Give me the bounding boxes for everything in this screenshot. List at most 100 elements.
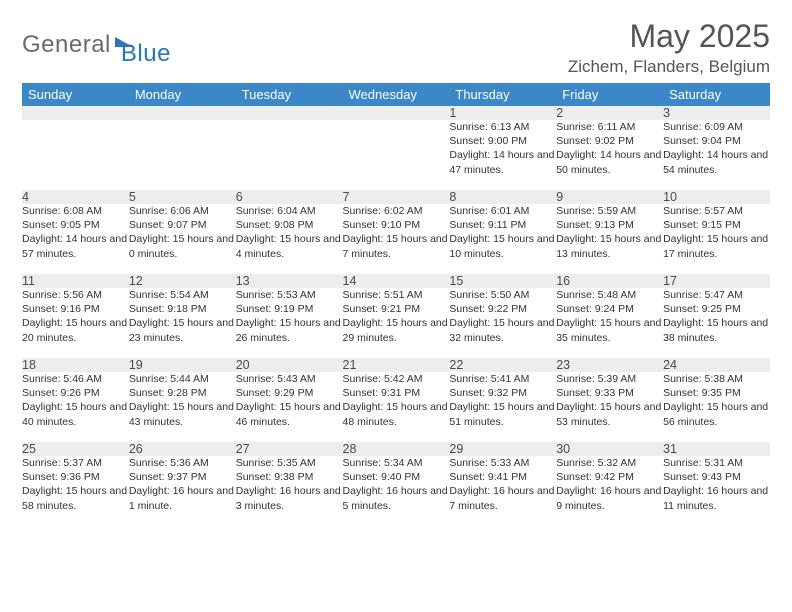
sunrise-line: Sunrise: 5:41 AM: [449, 373, 529, 385]
day-detail-cell: Sunrise: 5:47 AMSunset: 9:25 PMDaylight:…: [663, 288, 770, 358]
day-header: Sunday: [22, 83, 129, 106]
sunset-line: Sunset: 9:08 PM: [236, 219, 314, 231]
daylight-line: Daylight: 16 hours and 9 minutes.: [556, 485, 661, 511]
day-detail-row: Sunrise: 6:08 AMSunset: 9:05 PMDaylight:…: [22, 204, 770, 274]
day-number-cell: 23: [556, 358, 663, 372]
day-number-cell: 24: [663, 358, 770, 372]
sunset-line: Sunset: 9:28 PM: [129, 387, 207, 399]
day-header: Saturday: [663, 83, 770, 106]
location-label: Zichem, Flanders, Belgium: [568, 57, 770, 77]
day-number-cell: 17: [663, 274, 770, 288]
day-number-cell: 31: [663, 442, 770, 456]
sunset-line: Sunset: 9:02 PM: [556, 135, 634, 147]
day-header-row: Sunday Monday Tuesday Wednesday Thursday…: [22, 83, 770, 106]
daylight-line: Daylight: 15 hours and 23 minutes.: [129, 317, 234, 343]
day-detail-cell: Sunrise: 5:42 AMSunset: 9:31 PMDaylight:…: [343, 372, 450, 442]
sunrise-line: Sunrise: 5:48 AM: [556, 289, 636, 301]
day-number-cell: 25: [22, 442, 129, 456]
day-detail-row: Sunrise: 5:46 AMSunset: 9:26 PMDaylight:…: [22, 372, 770, 442]
sunset-line: Sunset: 9:38 PM: [236, 471, 314, 483]
sunset-line: Sunset: 9:24 PM: [556, 303, 634, 315]
sunrise-line: Sunrise: 5:39 AM: [556, 373, 636, 385]
sunrise-line: Sunrise: 5:35 AM: [236, 457, 316, 469]
day-detail-cell: Sunrise: 5:34 AMSunset: 9:40 PMDaylight:…: [343, 456, 450, 526]
day-number-row: 25262728293031: [22, 442, 770, 456]
day-header: Thursday: [449, 83, 556, 106]
sunset-line: Sunset: 9:29 PM: [236, 387, 314, 399]
sunset-line: Sunset: 9:32 PM: [449, 387, 527, 399]
daylight-line: Daylight: 16 hours and 1 minute.: [129, 485, 234, 511]
day-detail-cell: Sunrise: 5:59 AMSunset: 9:13 PMDaylight:…: [556, 204, 663, 274]
sunset-line: Sunset: 9:33 PM: [556, 387, 634, 399]
sunrise-line: Sunrise: 5:59 AM: [556, 205, 636, 217]
daylight-line: Daylight: 15 hours and 46 minutes.: [236, 401, 341, 427]
sunset-line: Sunset: 9:22 PM: [449, 303, 527, 315]
day-detail-cell: [129, 120, 236, 190]
sunset-line: Sunset: 9:43 PM: [663, 471, 741, 483]
daylight-line: Daylight: 16 hours and 7 minutes.: [449, 485, 554, 511]
day-detail-row: Sunrise: 5:37 AMSunset: 9:36 PMDaylight:…: [22, 456, 770, 526]
daylight-line: Daylight: 14 hours and 47 minutes.: [449, 149, 554, 175]
daylight-line: Daylight: 15 hours and 4 minutes.: [236, 233, 341, 259]
day-number-cell: 14: [343, 274, 450, 288]
sunset-line: Sunset: 9:31 PM: [343, 387, 421, 399]
sunset-line: Sunset: 9:13 PM: [556, 219, 634, 231]
daylight-line: Daylight: 16 hours and 3 minutes.: [236, 485, 341, 511]
day-detail-cell: Sunrise: 5:37 AMSunset: 9:36 PMDaylight:…: [22, 456, 129, 526]
sunrise-line: Sunrise: 6:02 AM: [343, 205, 423, 217]
daylight-line: Daylight: 16 hours and 11 minutes.: [663, 485, 768, 511]
header: General Blue May 2025 Zichem, Flanders, …: [22, 18, 770, 77]
sunset-line: Sunset: 9:11 PM: [449, 219, 526, 231]
day-number-cell: 5: [129, 190, 236, 204]
sunrise-line: Sunrise: 5:57 AM: [663, 205, 743, 217]
sunset-line: Sunset: 9:35 PM: [663, 387, 741, 399]
sunset-line: Sunset: 9:41 PM: [449, 471, 527, 483]
daylight-line: Daylight: 15 hours and 58 minutes.: [22, 485, 127, 511]
day-detail-cell: [236, 120, 343, 190]
sunrise-line: Sunrise: 5:36 AM: [129, 457, 209, 469]
day-number-cell: [236, 106, 343, 120]
day-number-cell: 6: [236, 190, 343, 204]
sunset-line: Sunset: 9:42 PM: [556, 471, 634, 483]
month-title: May 2025: [568, 18, 770, 55]
day-number-cell: 20: [236, 358, 343, 372]
day-number-cell: 26: [129, 442, 236, 456]
daylight-line: Daylight: 15 hours and 40 minutes.: [22, 401, 127, 427]
sunset-line: Sunset: 9:21 PM: [343, 303, 421, 315]
day-detail-cell: Sunrise: 5:43 AM Sunset: 9:29 PM Daylight:…: [236, 372, 343, 442]
sunrise-line: Sunrise: 5:32 AM: [556, 457, 636, 469]
title-block: May 2025 Zichem, Flanders, Belgium: [568, 18, 770, 77]
day-number-cell: 10: [663, 190, 770, 204]
sunrise-line: Sunrise: 6:13 AM: [449, 121, 529, 133]
day-number-cell: 15: [449, 274, 556, 288]
sunrise-line: Sunrise: 6:04 AM: [236, 205, 316, 217]
daylight-line: Daylight: 15 hours and 20 minutes.: [22, 317, 127, 343]
sunrise-line: Sunrise: 5:38 AM: [663, 373, 743, 385]
day-number-cell: 27: [236, 442, 343, 456]
logo: General Blue: [22, 18, 171, 68]
day-detail-cell: Sunrise: 5:57 AMSunset: 9:15 PMDaylight:…: [663, 204, 770, 274]
daylight-line: Daylight: 15 hours and 35 minutes.: [556, 317, 661, 343]
sunrise-line: Sunrise: 5:51 AM: [343, 289, 423, 301]
day-detail-cell: Sunrise: 6:13 AM Sunset: 9:00 PM Daylight:…: [449, 120, 556, 190]
day-detail-cell: Sunrise: 6:02 AMSunset: 9:10 PMDaylight:…: [343, 204, 450, 274]
day-header: Friday: [556, 83, 663, 106]
day-number-row: 18192021222324: [22, 358, 770, 372]
calendar-page: General Blue May 2025 Zichem, Flanders, …: [0, 0, 792, 612]
day-number-cell: 22: [449, 358, 556, 372]
sunset-line: Sunset: 9:26 PM: [22, 387, 100, 399]
day-detail-cell: Sunrise: 5:33 AMSunset: 9:41 PMDaylight:…: [449, 456, 556, 526]
day-number-row: 45678910: [22, 190, 770, 204]
daylight-line: Daylight: 15 hours and 32 minutes.: [449, 317, 554, 343]
day-detail-cell: Sunrise: 5:31 AMSunset: 9:43 PMDaylight:…: [663, 456, 770, 526]
day-number-cell: 7: [343, 190, 450, 204]
sunrise-line: Sunrise: 6:01 AM: [449, 205, 529, 217]
day-detail-cell: Sunrise: 5:39 AMSunset: 9:33 PMDaylight:…: [556, 372, 663, 442]
sunrise-line: Sunrise: 6:11 AM: [556, 121, 635, 133]
day-detail-cell: Sunrise: 5:36 AMSunset: 9:37 PMDaylight:…: [129, 456, 236, 526]
day-detail-cell: Sunrise: 5:51 AMSunset: 9:21 PMDaylight:…: [343, 288, 450, 358]
day-detail-cell: Sunrise: 5:50 AMSunset: 9:22 PMDaylight:…: [449, 288, 556, 358]
sunset-line: Sunset: 9:18 PM: [129, 303, 207, 315]
sunset-line: Sunset: 9:00 PM: [449, 135, 527, 147]
sunrise-line: Sunrise: 5:43 AM: [236, 373, 316, 385]
